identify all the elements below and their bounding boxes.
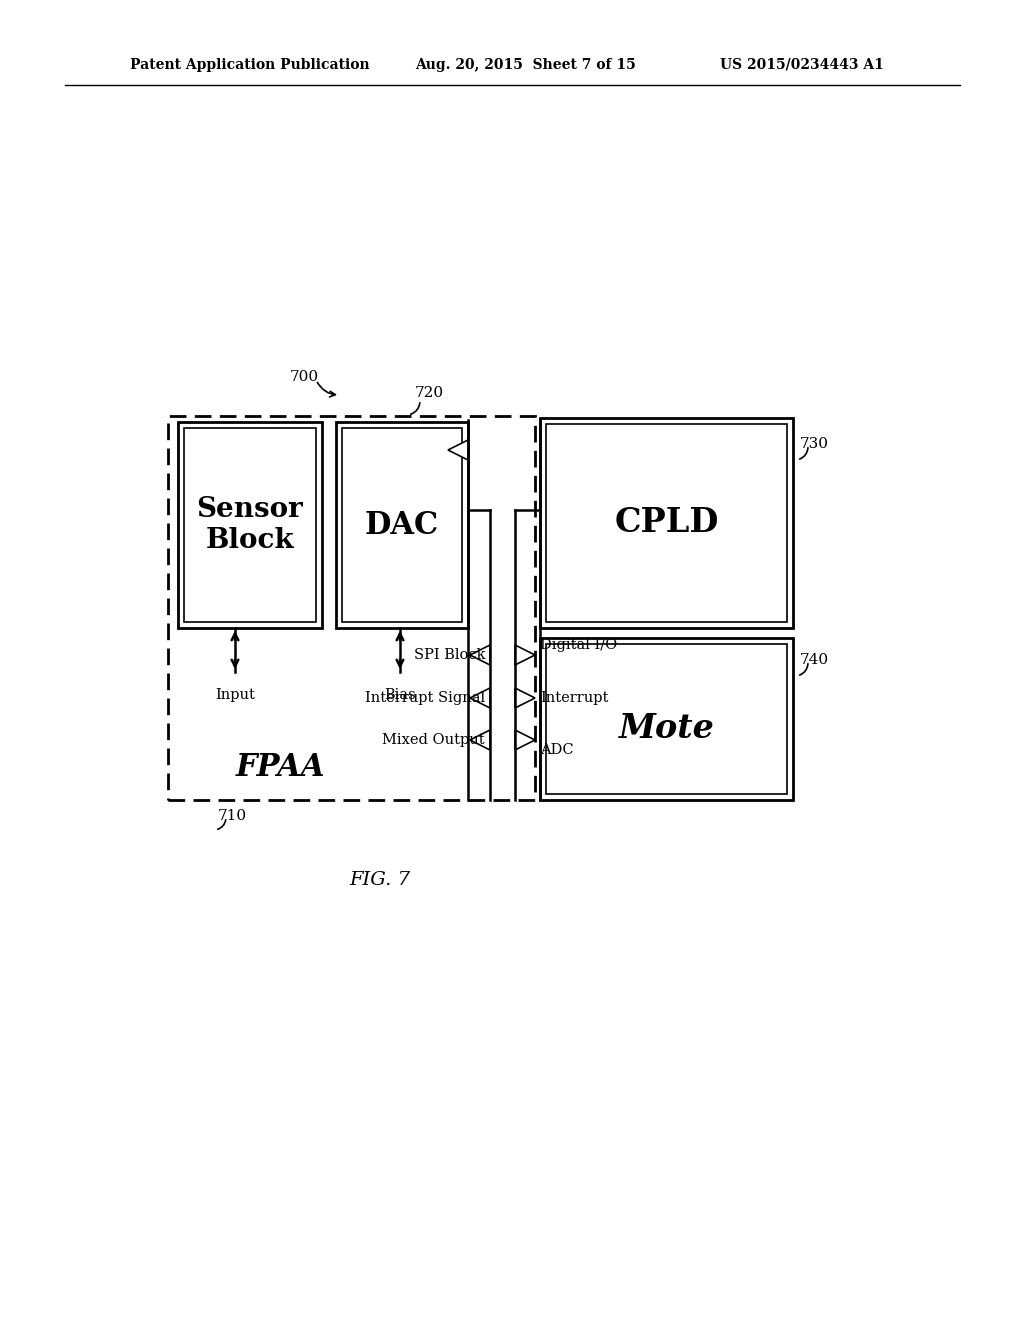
Text: 740: 740: [800, 653, 829, 667]
Polygon shape: [449, 440, 468, 459]
Bar: [546, 424, 787, 622]
Polygon shape: [515, 688, 535, 708]
Polygon shape: [540, 440, 560, 459]
Bar: [540, 638, 793, 800]
Text: 730: 730: [800, 437, 829, 451]
Bar: [540, 418, 793, 628]
Text: Interrupt Signal: Interrupt Signal: [365, 690, 485, 705]
Text: Mixed Output: Mixed Output: [382, 733, 485, 747]
Text: Interrupt: Interrupt: [540, 690, 608, 705]
Bar: [178, 422, 322, 628]
Polygon shape: [470, 730, 490, 750]
Text: SPI Block: SPI Block: [414, 648, 485, 663]
Bar: [168, 416, 535, 800]
Polygon shape: [470, 688, 490, 708]
Bar: [184, 428, 316, 622]
Text: Sensor
Block: Sensor Block: [197, 496, 303, 554]
Polygon shape: [540, 488, 560, 508]
Bar: [342, 428, 462, 622]
Text: Mote: Mote: [618, 713, 715, 746]
Text: Patent Application Publication: Patent Application Publication: [130, 58, 370, 73]
Text: DAC: DAC: [365, 510, 439, 540]
Text: 720: 720: [415, 385, 444, 400]
Bar: [546, 644, 787, 795]
Text: 700: 700: [290, 370, 319, 384]
Text: US 2015/0234443 A1: US 2015/0234443 A1: [720, 58, 884, 73]
Text: FIG. 7: FIG. 7: [349, 871, 411, 888]
Text: 710: 710: [218, 809, 247, 822]
Polygon shape: [515, 730, 535, 750]
Text: Aug. 20, 2015  Sheet 7 of 15: Aug. 20, 2015 Sheet 7 of 15: [415, 58, 636, 73]
Text: Bias: Bias: [384, 688, 416, 702]
Polygon shape: [515, 645, 535, 665]
Text: CPLD: CPLD: [614, 507, 719, 540]
Text: FPAA: FPAA: [236, 752, 325, 784]
Text: Input: Input: [215, 688, 255, 702]
Polygon shape: [470, 645, 490, 665]
Polygon shape: [540, 536, 560, 556]
Text: Digital I/O: Digital I/O: [540, 638, 617, 652]
Text: ADC: ADC: [540, 743, 573, 756]
Bar: [336, 422, 468, 628]
